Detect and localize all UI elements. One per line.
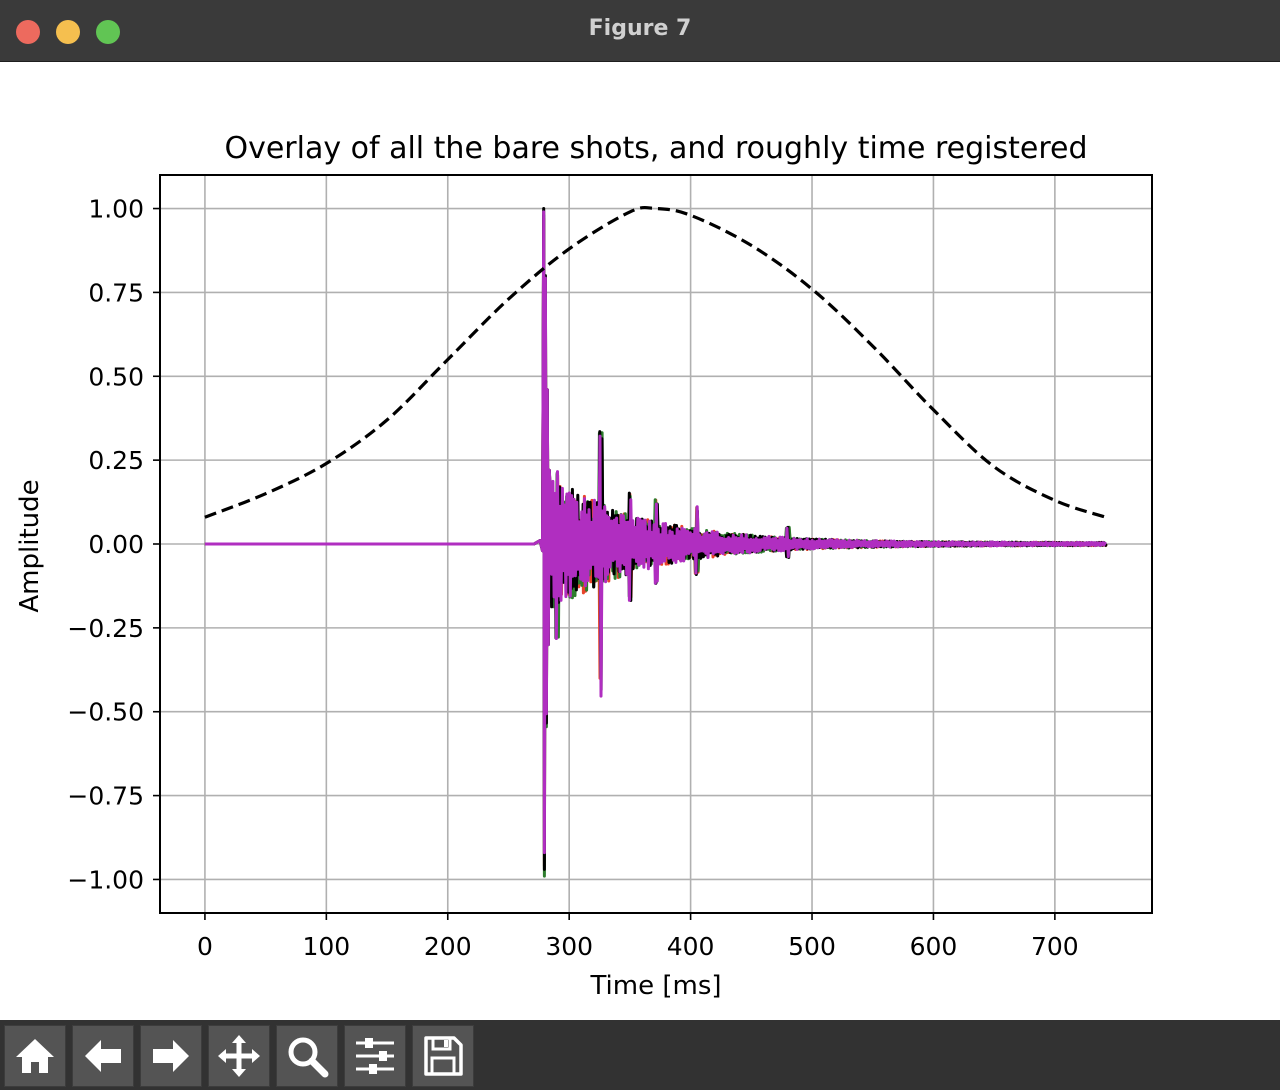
minimize-window-button[interactable] [56, 20, 80, 44]
x-tick-label: 100 [302, 932, 350, 961]
matplotlib-toolbar [0, 1020, 1280, 1090]
x-tick-label: 0 [197, 932, 213, 961]
y-tick-label: −0.50 [67, 698, 144, 727]
y-tick-label: −1.00 [67, 865, 144, 894]
x-tick-label: 400 [667, 932, 715, 961]
y-tick-label: 0.75 [88, 278, 144, 307]
forward-button[interactable] [140, 1025, 202, 1087]
y-tick-label: 0.25 [88, 446, 144, 475]
window-title: Figure 7 [588, 16, 692, 41]
y-tick-label: 0.00 [88, 530, 144, 559]
y-axis-ticks: 1.00 0.75 0.50 0.25 0.00 −0.25 −0.50 −0.75 −1.00 [67, 195, 160, 894]
figure-canvas: 0 100 200 300 400 500 600 700 1.00 0.75 0.50 0.25 0… [0, 62, 1280, 1020]
back-button[interactable] [72, 1025, 134, 1087]
configure-subplots-icon [356, 1038, 394, 1074]
pan-button[interactable] [208, 1025, 270, 1087]
y-tick-label: 0.50 [88, 362, 144, 391]
x-axis-ticks: 0 100 200 300 400 500 600 700 [197, 913, 1079, 961]
line-chart: 0 100 200 300 400 500 600 700 1.00 0.75 0.50 0.25 0… [15, 131, 1153, 1001]
x-tick-label: 200 [424, 932, 472, 961]
close-window-button[interactable] [16, 20, 40, 44]
home-icon [16, 1039, 54, 1073]
window-title-bar: Figure 7 [0, 0, 1280, 62]
x-tick-label: 600 [910, 932, 958, 961]
maximize-window-button[interactable] [96, 20, 120, 44]
configure-subplots-button[interactable] [344, 1025, 406, 1087]
save-floppy-icon [424, 1036, 463, 1076]
zoom-magnifier-icon [288, 1037, 329, 1078]
x-tick-label: 300 [545, 932, 593, 961]
y-tick-label: −0.25 [67, 614, 144, 643]
y-tick-label: −0.75 [67, 782, 144, 811]
x-tick-label: 700 [1031, 932, 1079, 961]
save-button[interactable] [412, 1025, 474, 1087]
y-tick-label: 1.00 [88, 195, 144, 224]
back-arrow-icon [85, 1040, 121, 1072]
zoom-button[interactable] [276, 1025, 338, 1087]
forward-arrow-icon [153, 1040, 189, 1072]
pan-move-icon [218, 1035, 260, 1077]
chart-series [204, 205, 1108, 878]
x-tick-label: 500 [788, 932, 836, 961]
x-axis-label: Time [ms] [589, 971, 721, 1001]
window-curve-dashed [204, 205, 1107, 519]
home-button[interactable] [4, 1025, 66, 1087]
shot-series-line [204, 210, 1107, 855]
y-axis-label: Amplitude [15, 479, 45, 612]
chart-title: Overlay of all the bare shots, and rough… [224, 131, 1087, 166]
